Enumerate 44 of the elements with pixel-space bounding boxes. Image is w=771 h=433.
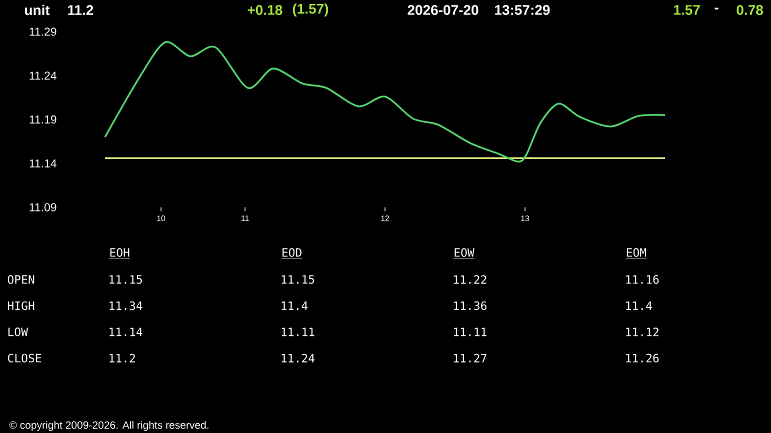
x-tick-label: 10 [157,215,166,222]
text: 11.12 [626,328,658,336]
text: 11.34 [110,301,142,310]
text: (1.57) [292,3,328,17]
text: +0.18 [248,5,282,15]
category-label: EOH [110,248,130,257]
text: 11.2 [68,5,94,15]
text: 11.24 [282,354,314,362]
y-tick-label: 11.19 [30,115,56,124]
category-label: OPEN [8,275,34,284]
text: 11.15 [282,275,314,284]
text: 0.78 [736,5,764,15]
text: 11.26 [626,354,659,362]
text: 11.14 [110,328,142,336]
text: - [714,8,718,10]
category-label: HIGH [8,301,34,310]
x-tick-label: 11 [241,215,249,221]
x-tick-label: 13 [521,215,530,222]
text: 11.4 [282,302,308,310]
category-label: LOW [8,328,28,336]
y-tick-label: 11.24 [30,72,56,80]
category-label: EOW [454,248,474,257]
text: 1.57 [674,5,700,15]
text: 11.27 [454,354,486,362]
y-tick-label: 11.29 [30,28,56,36]
text: © copyright 2009-2026. All rights reserved. [9,421,208,431]
text: 11.11 [282,328,314,336]
text: 11.15 [110,275,142,284]
text: 2026-07-20 [408,5,478,15]
y-tick-label: 11.14 [30,159,56,168]
text: 11.2 [110,354,135,362]
y-tick-label: 11.09 [30,203,56,212]
text: unit [25,4,50,16]
category-label: EOD [282,248,302,257]
text: 13:57:29 [495,5,550,15]
category-label: EOM [626,248,646,257]
category-label: CLOSE [8,354,42,362]
text: 11.36 [454,301,486,310]
line-series [104,41,666,163]
text: 11.16 [626,275,659,284]
text: 11.4 [626,302,652,310]
text: 11.22 [454,275,486,284]
text: 11.11 [454,328,486,336]
x-tick-label: 12 [381,215,390,222]
